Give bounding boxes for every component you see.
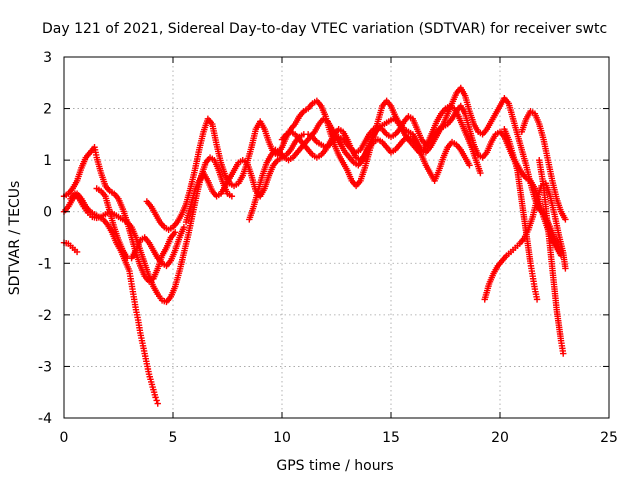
data-point xyxy=(180,223,188,231)
data-points xyxy=(60,84,569,407)
y-tick-label: 0 xyxy=(43,205,52,221)
x-tick-label: 0 xyxy=(60,430,69,446)
x-tick-label: 10 xyxy=(273,430,291,446)
chart-title: Day 121 of 2021, Sidereal Day-to-day VTE… xyxy=(42,21,607,37)
series-track-6 xyxy=(143,84,565,254)
data-point xyxy=(73,248,81,256)
series-track-9 xyxy=(278,126,473,184)
series-track-11 xyxy=(501,126,541,303)
data-point xyxy=(562,216,569,223)
data-point xyxy=(152,394,159,401)
y-axis-label: SDTVAR / TECUs xyxy=(7,181,23,296)
data-point xyxy=(562,265,569,272)
data-point xyxy=(466,162,473,169)
y-tick-label: -4 xyxy=(38,411,52,427)
data-point xyxy=(171,229,179,236)
x-axis-label: GPS time / hours xyxy=(276,458,393,474)
data-point xyxy=(533,296,541,303)
x-tick-label: 5 xyxy=(169,430,178,446)
data-point xyxy=(228,193,236,200)
y-tick-label: 1 xyxy=(43,153,52,169)
y-tick-label: 3 xyxy=(43,50,52,66)
y-tick-label: -1 xyxy=(38,256,52,272)
data-point xyxy=(477,169,484,177)
data-point xyxy=(560,350,567,357)
x-tick-label: 25 xyxy=(600,430,618,446)
series-track-13 xyxy=(518,107,569,223)
data-point xyxy=(153,397,160,404)
y-tick-label: -2 xyxy=(38,308,52,324)
x-tick-label: 15 xyxy=(382,430,400,446)
series-track-5 xyxy=(93,185,188,270)
data-point xyxy=(154,400,161,407)
y-tick-label: -3 xyxy=(38,359,52,375)
series-track-12 xyxy=(536,156,567,357)
tick-labels: 0 5 10 15 20 25 -4 -3 -2 -1 0 1 2 3 xyxy=(38,50,618,446)
x-tick-label: 20 xyxy=(491,430,509,446)
plot-frame xyxy=(63,56,610,419)
y-tick-label: 2 xyxy=(43,102,52,118)
series-track-4 xyxy=(67,154,236,306)
